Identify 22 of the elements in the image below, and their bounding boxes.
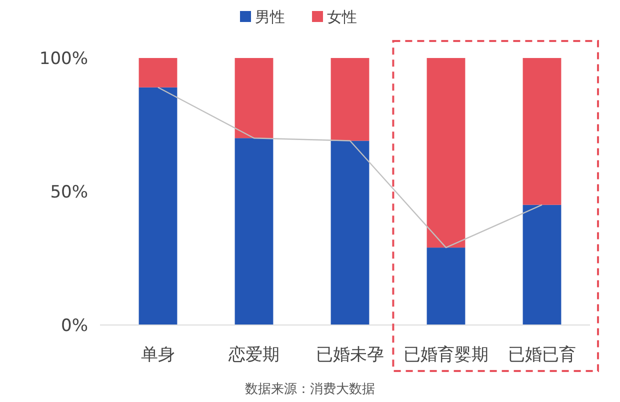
bar: [522, 58, 562, 205]
x-tick-label: 单身: [141, 345, 175, 365]
bar: [138, 87, 178, 325]
source-note: 数据来源：消费大数据: [245, 382, 375, 397]
x-tick-label: 已婚已育: [508, 345, 576, 365]
bar: [426, 58, 466, 248]
y-tick-label: 0%: [61, 316, 88, 336]
x-tick-label: 已婚未孕: [316, 345, 384, 365]
bar: [138, 58, 178, 88]
y-tick-label: 50%: [50, 182, 88, 202]
bar: [522, 204, 562, 325]
x-tick-label: 已婚育婴期: [404, 345, 488, 365]
legend-label: 男性: [255, 8, 285, 26]
line-series: [157, 86, 543, 248]
x-tick-label: 恋爱期: [228, 345, 280, 365]
bar: [330, 140, 370, 325]
bar: [426, 248, 466, 325]
legend-label: 女性: [327, 8, 357, 26]
bar: [234, 58, 274, 138]
y-tick-label: 100%: [39, 49, 88, 69]
bar: [234, 138, 274, 325]
bar: [330, 58, 370, 141]
